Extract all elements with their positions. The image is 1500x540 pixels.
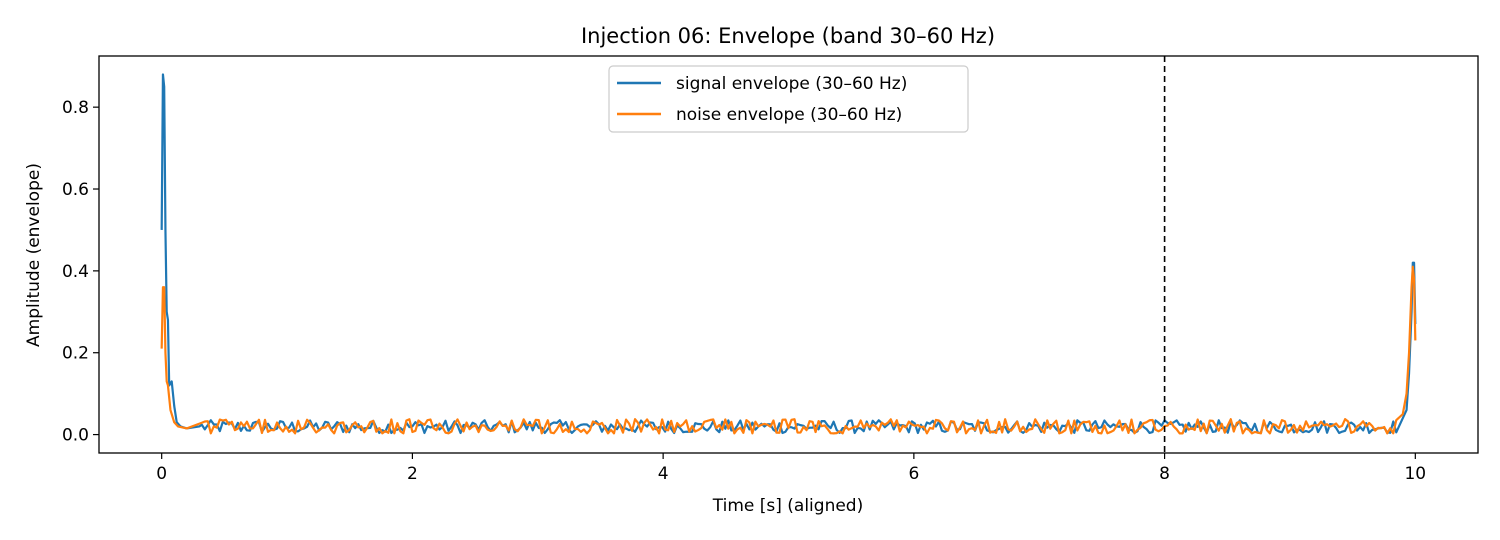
x-tick-label: 2 — [407, 464, 418, 484]
plot-frame — [98, 55, 1479, 454]
y-tick-label: 0.2 — [62, 344, 89, 364]
series-layer — [160, 73, 1417, 435]
legend: signal envelope (30–60 Hz) noise envelop… — [608, 65, 969, 133]
x-tick-label: 8 — [1159, 464, 1170, 484]
x-axis-label: Time [s] (aligned) — [712, 496, 863, 516]
y-axis-ticks: 0.0 0.2 0.4 0.6 0.8 — [62, 98, 99, 446]
x-tick-label: 10 — [1404, 464, 1426, 484]
y-axis-label: Amplitude (envelope) — [24, 163, 44, 347]
y-tick-label: 0.4 — [62, 262, 89, 282]
series-line-noise — [160, 265, 1417, 435]
y-tick-label: 0.0 — [62, 426, 89, 446]
chart-title: Injection 06: Envelope (band 30–60 Hz) — [581, 24, 995, 48]
x-tick-label: 4 — [658, 464, 669, 484]
legend-box — [608, 65, 969, 133]
x-axis-ticks: 0 2 4 6 8 10 — [156, 453, 1426, 484]
y-tick-label: 0.8 — [62, 98, 89, 118]
y-tick-label: 0.6 — [62, 180, 89, 200]
x-tick-label: 6 — [908, 464, 919, 484]
legend-label-signal: signal envelope (30–60 Hz) — [676, 74, 907, 94]
legend-label-noise: noise envelope (30–60 Hz) — [676, 105, 902, 125]
x-tick-label: 0 — [156, 464, 167, 484]
